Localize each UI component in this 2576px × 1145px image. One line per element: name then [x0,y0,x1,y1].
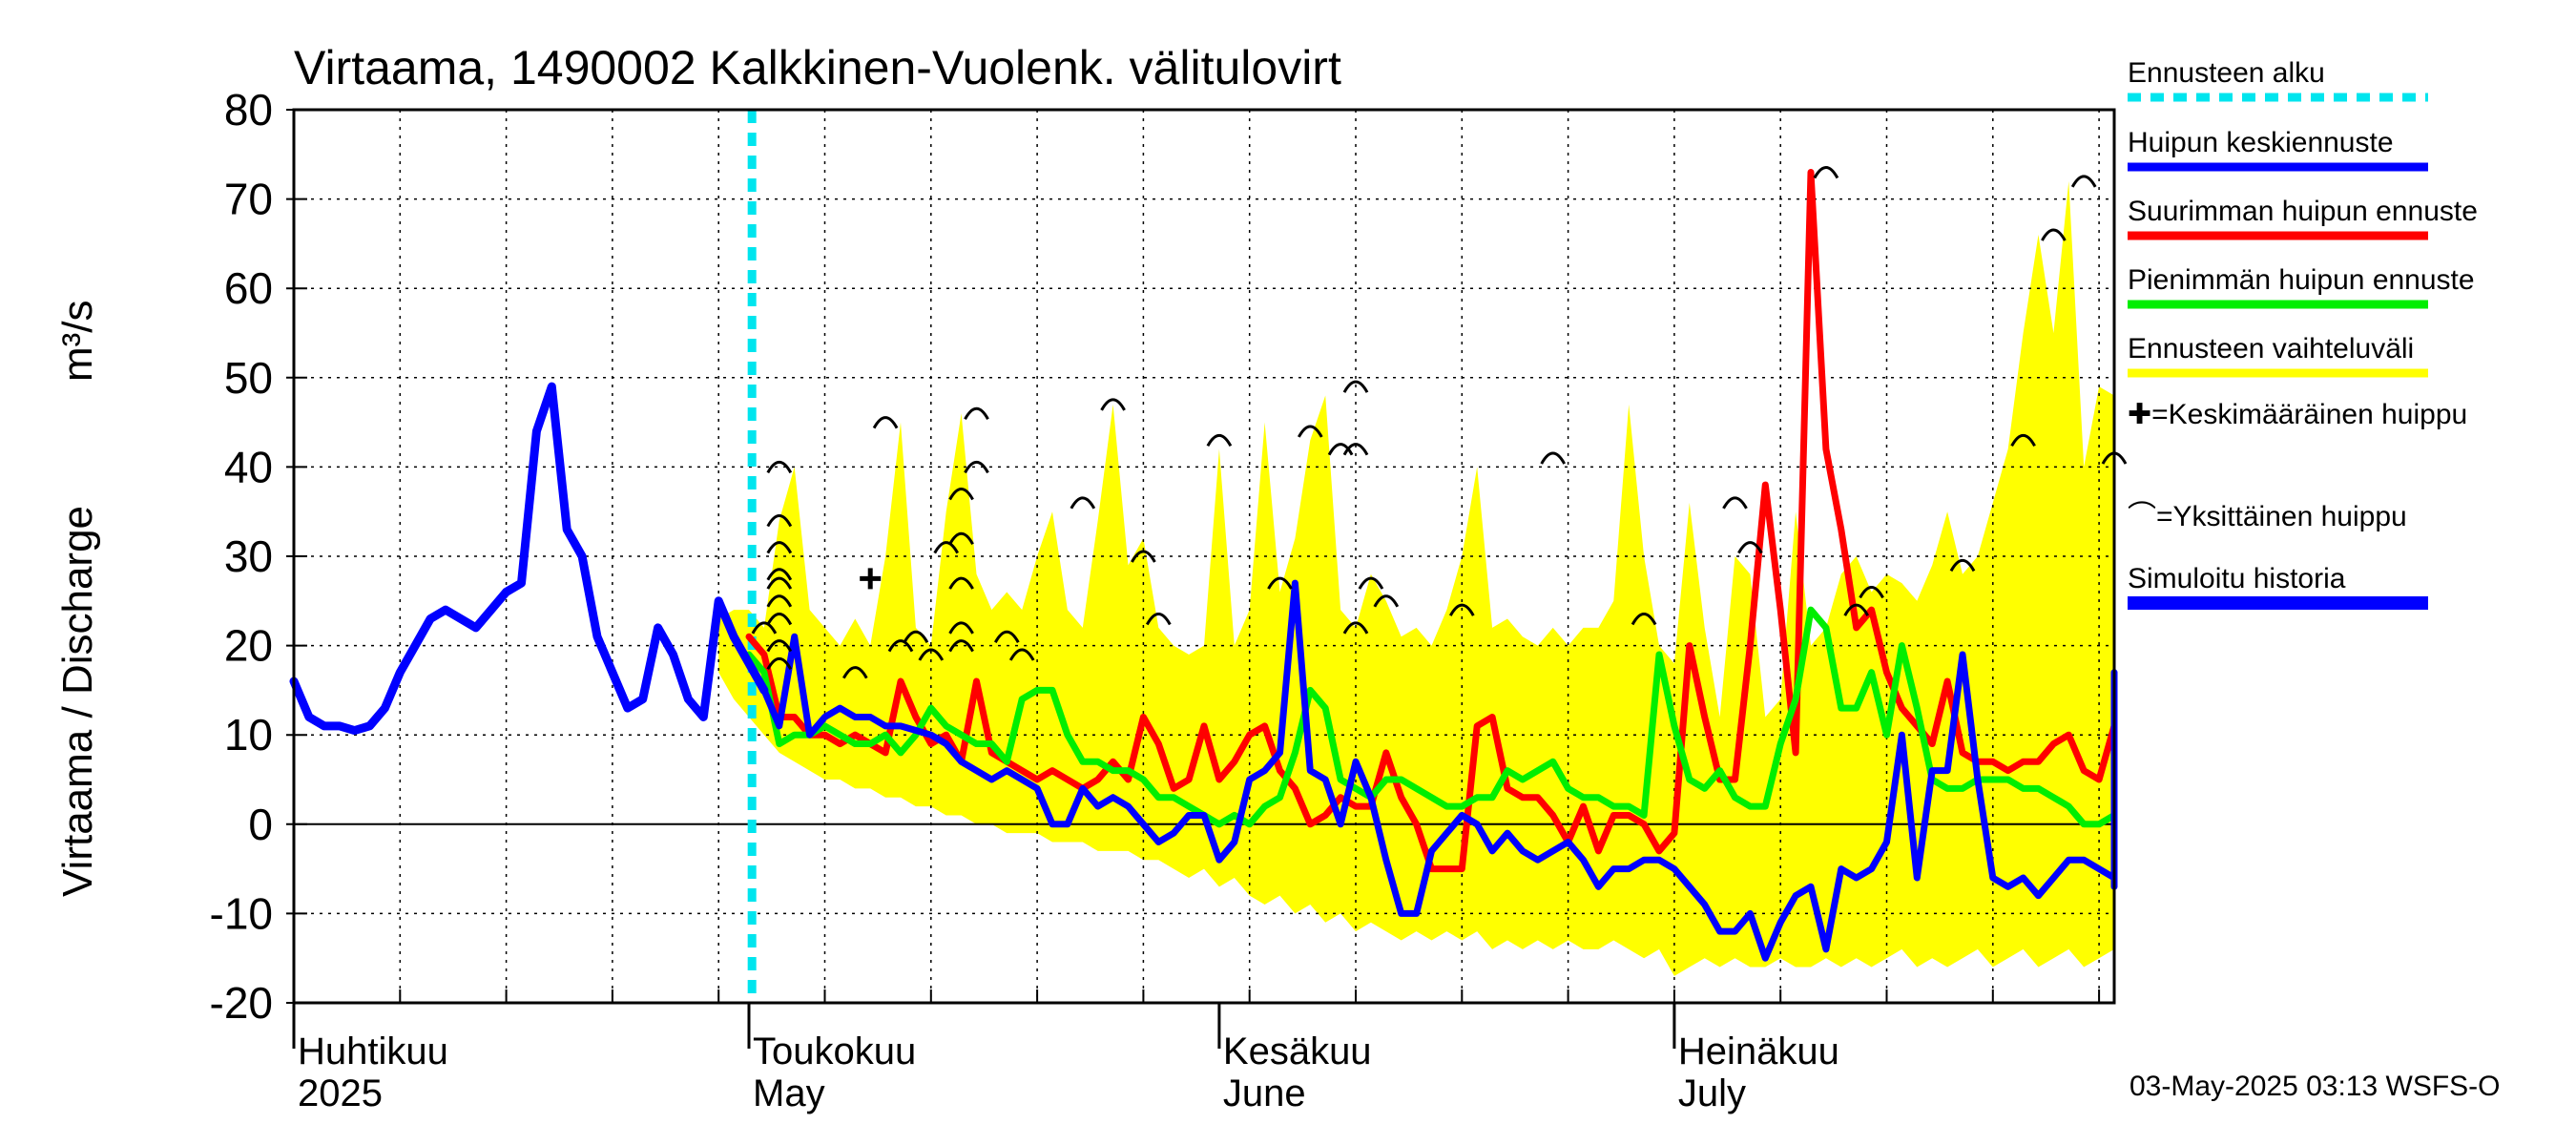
single-peak-marker [766,594,793,608]
single-peak-marker [1358,576,1384,590]
y-tick-label: 30 [224,531,273,581]
single-peak-marker [766,576,793,590]
month-label: Huhtikuu [298,1030,448,1072]
single-peak-marker [1843,603,1870,616]
month-sublabel: July [1678,1072,1746,1114]
single-peak-marker [1859,585,1884,599]
single-peak-marker [948,621,974,635]
single-peak-marker [948,576,974,590]
single-peak-marker [841,666,868,679]
single-peak-marker [766,514,793,528]
timestamp: 03-May-2025 03:13 WSFS-O [2129,1071,2501,1102]
month-sublabel: 2025 [298,1072,383,1114]
x-ticks [293,989,2101,1003]
single-peak-marker [766,613,793,626]
single-peak-marker [1327,443,1354,456]
legend: Ennusteen alku Huipun keskiennuste Suurimm… [2128,57,2478,610]
legend-label: Suurimman huipun ennuste [2128,196,2478,227]
single-peak-marker [1131,550,1156,563]
legend-label: Ennusteen alku [2128,57,2325,89]
single-peak-marker [1737,541,1763,554]
y-tick-label: 60 [224,263,273,313]
single-peak-marker [1342,443,1369,456]
y-tick-label: 20 [224,621,273,671]
single-peak-marker [1342,621,1369,635]
mean-peak-marker [860,568,882,590]
single-peak-marker [1342,380,1369,393]
month-sublabel: June [1223,1072,1306,1114]
single-peak-marker [1813,166,1839,179]
single-peak-marker [1100,398,1126,411]
y-tick-label: 50 [224,353,273,403]
single-peak-marker [1722,496,1748,510]
plot-area [289,108,2128,1005]
single-peak-marker [2070,175,2097,188]
y-tick-label: 10 [224,710,273,760]
single-peak-marker [933,541,960,554]
y-axis: 80 70 60 50 40 30 20 10 0 -10 -20 [210,85,307,1028]
single-peak-marker [948,531,974,546]
series-line-3 [745,606,2118,837]
month-sublabel: May [753,1072,825,1114]
single-peak-marker [1070,496,1096,510]
legend-label: ⌒=Yksittäinen huippu [2128,501,2407,532]
y-tick-label: 40 [224,442,273,491]
legend-label: Ennusteen vaihteluväli [2128,333,2414,364]
y-tick-label: 80 [224,85,273,135]
legend-label: Huipun keskiennuste [2128,127,2394,158]
y-tick-label: 0 [248,800,273,849]
single-peak-marker [964,460,989,474]
single-peak-markers [751,166,2128,679]
single-peak-marker [766,460,793,474]
single-peak-marker [1373,594,1400,608]
single-peak-marker [1267,576,1293,590]
single-peak-marker [948,639,974,653]
single-peak-marker [751,621,778,635]
y-axis-unit: m³/s [54,300,101,382]
single-peak-marker [1448,603,1475,616]
month-label: Toukokuu [753,1030,916,1072]
y-axis-label: Virtaama / Discharge [54,506,101,897]
single-peak-marker [1008,648,1035,661]
single-peak-marker [2010,433,2036,448]
single-peak-marker [766,639,793,653]
single-peak-marker [1145,613,1172,626]
month-label: Heinäkuu [1678,1030,1839,1072]
single-peak-marker [766,656,793,671]
single-peak-marker [766,541,793,554]
y-tick-label: -10 [210,888,273,938]
legend-label: Pienimmän huipun ennuste [2128,264,2475,296]
single-peak-marker [903,630,929,643]
single-peak-marker [1297,425,1323,438]
single-peak-marker [918,648,945,661]
series-line-1 [760,579,2118,962]
single-peak-marker [2041,228,2067,241]
y-tick-label: 70 [224,175,273,224]
single-peak-marker [1631,613,1657,626]
single-peak-marker [1949,558,1976,572]
single-peak-marker [964,406,989,420]
chart-title: Virtaama, 1490002 Kalkkinen-Vuolenk. väl… [294,41,1341,94]
legend-label: Simuloitu historia [2128,563,2346,594]
single-peak-marker [887,639,914,653]
single-peak-marker [948,488,974,501]
month-label: Kesäkuu [1223,1030,1372,1072]
single-peak-marker [1540,451,1567,465]
legend-label: ✚=Keskimääräinen huippu [2128,399,2467,430]
single-peak-marker [766,568,793,581]
series-line-0 [289,382,769,736]
single-peak-marker [1206,433,1233,448]
y-tick-label: -20 [210,978,273,1028]
series-lines [289,169,2118,962]
single-peak-marker [872,416,899,429]
single-peak-marker [993,630,1020,643]
